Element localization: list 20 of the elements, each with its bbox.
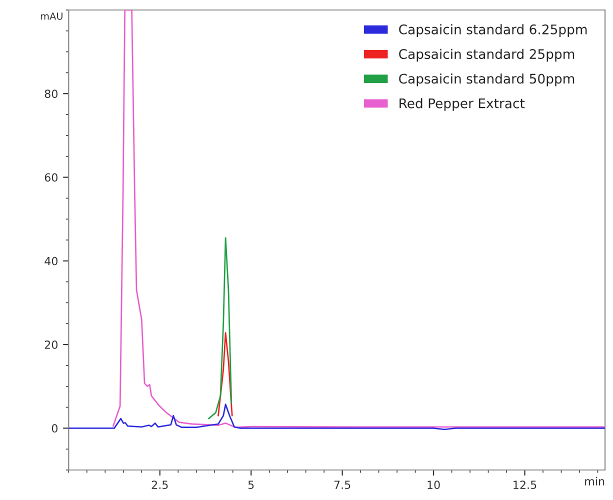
- y-tick-label: 60: [44, 173, 58, 182]
- line-series: [112, 10, 606, 428]
- legend-label: Red Pepper Extract: [400, 98, 525, 111]
- line-series: [68, 404, 606, 430]
- legend-label: Capsaicin standard 50ppm: [399, 73, 574, 86]
- legend-label: Capsaicin standard 6.25ppm: [399, 24, 587, 37]
- y-axis-title: mAU: [40, 12, 62, 20]
- x-tick-label: 2.5: [152, 480, 168, 490]
- x-axis-title: min: [585, 476, 604, 486]
- x-tick-label: 5: [248, 480, 254, 490]
- y-tick-label: 0: [52, 424, 58, 433]
- x-tick-label: 7.5: [334, 480, 350, 490]
- x-tick-label: 10: [428, 480, 440, 490]
- line-series: [208, 237, 232, 420]
- x-tick-label: 12.5: [514, 480, 536, 490]
- line-series: [218, 332, 233, 416]
- legend-label: Capsaicin standard 25ppm: [399, 48, 574, 62]
- y-tick-label: 20: [44, 340, 58, 349]
- y-tick-label: 80: [44, 90, 58, 98]
- y-tick-label: 40: [44, 256, 58, 266]
